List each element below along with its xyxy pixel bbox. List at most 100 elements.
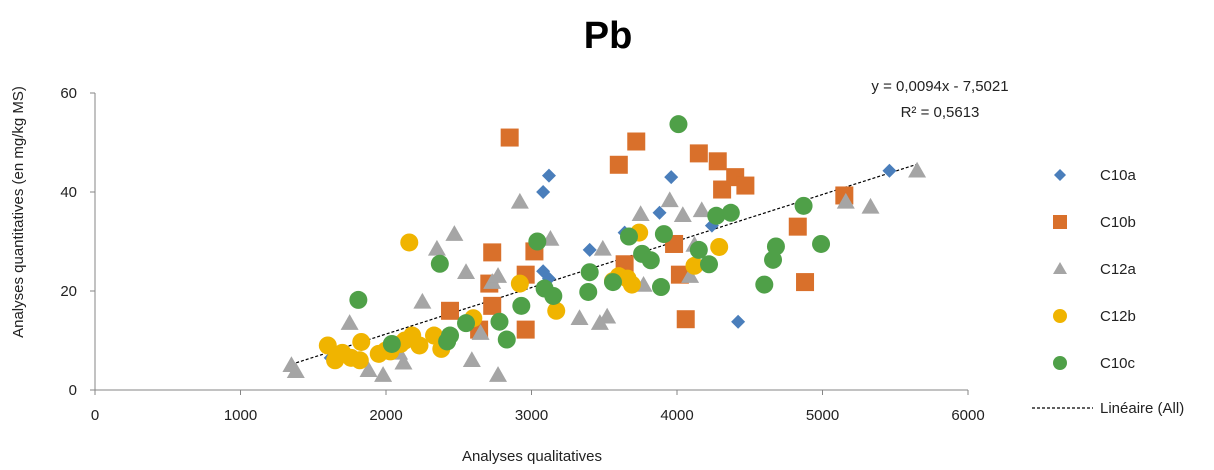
data-point: [721, 203, 740, 222]
data-point: [609, 155, 628, 174]
data-point: [685, 256, 704, 275]
data-point: [286, 362, 305, 378]
data-point: [489, 366, 508, 382]
data-point: [788, 217, 807, 236]
data-point: [652, 205, 667, 220]
data-point: [676, 310, 695, 329]
x-tick-label: 6000: [951, 407, 984, 424]
data-point: [457, 263, 476, 279]
data-point: [441, 326, 460, 345]
chart-title: Pb: [584, 15, 633, 57]
data-point: [413, 292, 432, 309]
data-point: [510, 274, 529, 293]
data-point: [710, 237, 729, 256]
legend-label: C12a: [1100, 261, 1137, 278]
legend-marker: [1054, 169, 1066, 181]
data-point: [544, 286, 563, 305]
data-point: [441, 301, 460, 320]
data-point: [350, 351, 369, 370]
data-point: [528, 232, 547, 251]
trendline: [291, 163, 918, 365]
x-tick-label: 4000: [660, 407, 693, 424]
data-point: [374, 366, 393, 382]
legend-label: C10b: [1100, 214, 1136, 231]
legend: C10a C10b C12a C12b C10c Linéaire (All): [1032, 167, 1184, 417]
data-point: [861, 197, 880, 214]
data-point: [445, 225, 464, 241]
data-point: [359, 361, 378, 377]
data-point: [689, 240, 708, 259]
data-point: [796, 273, 815, 292]
data-point: [462, 351, 481, 368]
data-point: [692, 201, 711, 218]
trendline-equation: y = 0,0094x - 7,5021: [871, 78, 1008, 95]
data-point: [622, 275, 641, 294]
data-point: [516, 320, 535, 339]
data-point: [349, 290, 368, 309]
series-c10c: [349, 115, 831, 353]
data-point: [755, 275, 774, 294]
x-tick-label: 2000: [369, 407, 402, 424]
data-point: [400, 233, 419, 252]
data-point: [471, 324, 490, 340]
data-point: [669, 115, 688, 134]
data-point: [731, 314, 746, 329]
data-point: [654, 225, 673, 244]
data-point: [908, 161, 927, 178]
data-point: [541, 168, 556, 183]
data-point: [490, 312, 509, 331]
x-axis-label: Analyses qualitatives: [462, 448, 602, 465]
data-point: [582, 242, 597, 257]
y-tick-label: 60: [60, 85, 77, 102]
legend-marker: [1053, 356, 1067, 370]
data-point: [483, 296, 502, 315]
data-point: [579, 282, 598, 301]
legend-label: C12b: [1100, 308, 1136, 325]
data-point: [736, 176, 755, 195]
data-point: [651, 278, 670, 297]
data-point: [681, 267, 700, 283]
data-point: [352, 332, 371, 351]
data-point: [430, 254, 449, 273]
data-point: [882, 163, 897, 178]
data-point: [619, 227, 638, 246]
trendline-r2: R² = 0,5613: [901, 104, 980, 121]
data-point: [836, 192, 855, 209]
series-c12a: [282, 161, 927, 382]
data-point: [660, 191, 679, 208]
x-tick-label: 3000: [515, 407, 548, 424]
data-point: [766, 237, 785, 256]
data-points: [282, 115, 927, 382]
data-point: [497, 330, 516, 349]
data-point: [489, 267, 508, 283]
data-point: [700, 255, 719, 274]
data-point: [593, 239, 612, 256]
y-tick-label: 20: [60, 283, 77, 300]
data-point: [318, 336, 337, 355]
data-point: [631, 205, 650, 222]
data-point: [536, 185, 551, 199]
series-c10b: [441, 128, 854, 339]
x-tick-label: 0: [91, 407, 99, 424]
data-point: [689, 144, 708, 163]
legend-label: C10c: [1100, 355, 1136, 372]
data-point: [510, 192, 529, 209]
trendline-group: [291, 163, 918, 365]
data-point: [483, 243, 502, 262]
data-point: [598, 307, 617, 324]
data-point: [340, 314, 359, 330]
data-point: [512, 296, 531, 315]
data-point: [410, 336, 429, 355]
data-point: [794, 196, 813, 215]
data-point: [603, 273, 622, 292]
data-point: [764, 250, 783, 269]
data-point: [427, 239, 446, 256]
data-point: [627, 132, 646, 151]
y-axis-label: Analyses quantitatives (en mg/kg MS): [10, 86, 27, 338]
y-tick-label: 40: [60, 184, 77, 201]
legend-label: C10a: [1100, 167, 1137, 184]
data-point: [812, 234, 831, 253]
legend-marker: [1053, 309, 1067, 323]
x-tick-label: 1000: [224, 407, 257, 424]
